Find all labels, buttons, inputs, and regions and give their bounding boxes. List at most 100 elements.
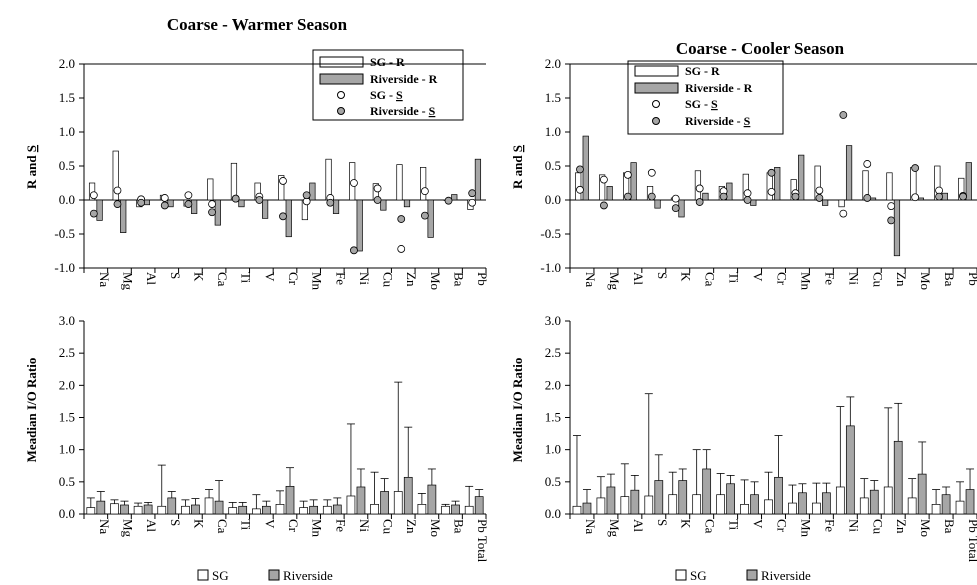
x-category-label: Fe (333, 272, 348, 285)
x-category-label: Ti (727, 519, 742, 530)
bar (955, 500, 965, 515)
x-category-label: Fe (822, 272, 837, 285)
bar (356, 486, 366, 515)
x-category-label: Mo (428, 519, 443, 537)
ylabel-warm-io: Meadian I/O Ratio (24, 358, 39, 463)
x-category-label: Na (583, 519, 598, 534)
bar (427, 199, 434, 238)
point (959, 192, 967, 201)
x-category-label: Ti (239, 272, 254, 283)
x-category-label: Pb Total (475, 519, 490, 563)
point (420, 211, 429, 220)
y-tick-label: 2.5 (545, 345, 561, 360)
y-tick-label: 0.0 (545, 192, 561, 207)
y-tick-label: 1.0 (545, 124, 561, 139)
bar (346, 495, 356, 515)
y-tick-label: 1.5 (545, 90, 561, 105)
y-tick-label: 1.0 (59, 442, 75, 457)
y-tick-label: 2.0 (545, 56, 561, 71)
point (935, 192, 943, 201)
chart-cool_io: 3.0 2.5 2.0 1.5 1.0 0.5 0.0 Na Mg Al S K Ca Ti V Cr Mn Fe… (545, 313, 977, 563)
bar (214, 500, 224, 515)
legend-warm: SG - R Riverside - R SG - S Riverside - … (312, 49, 464, 121)
bar (893, 440, 903, 515)
bar (181, 505, 190, 515)
chart-warm_io: 3.0 2.5 2.0 1.5 1.0 0.5 0.0 Na Mg Al S K Ca Ti V Cr Mn Fe… (59, 313, 490, 563)
bar (167, 497, 177, 515)
bar (420, 167, 427, 201)
bar (133, 505, 143, 515)
point (623, 192, 632, 201)
point (887, 216, 896, 225)
x-category-label: Cu (381, 519, 396, 535)
point (184, 191, 193, 200)
bar (931, 504, 941, 515)
x-category-label: Cr (775, 272, 790, 286)
point (279, 212, 287, 221)
point (184, 200, 193, 208)
y-tick-label: -0.5 (54, 226, 75, 241)
bar (822, 492, 831, 515)
point (468, 189, 477, 198)
bar (859, 497, 869, 515)
point (815, 186, 824, 195)
bar (238, 505, 248, 515)
bar (668, 494, 678, 515)
bar (582, 502, 592, 515)
bar (309, 182, 316, 201)
x-category-label: S (655, 272, 670, 279)
bar (207, 178, 214, 201)
legend-label-sg-io: SG (212, 568, 229, 583)
x-category-label: S (655, 519, 670, 526)
y-tick-label: 1.5 (59, 410, 75, 425)
point (695, 198, 704, 206)
x-category-label: Ba (942, 272, 957, 287)
x-category-label: Al (631, 272, 646, 285)
bar (230, 162, 238, 201)
x-category-label: Mn (310, 272, 325, 291)
point (887, 202, 896, 211)
x-category-label: Pb (475, 272, 490, 286)
bar (441, 505, 450, 515)
plots: 2.0 1.5 1.0 0.5 0.0 -0.5 -1.0 Na Mg Al S K Ca Ti V Cr Mn… (54, 56, 977, 563)
y-tick-label: 0.0 (59, 506, 75, 521)
bar (869, 489, 879, 515)
x-category-label: Zn (894, 272, 909, 287)
x-category-label: Ba (942, 519, 957, 534)
x-category-label: Cu (870, 519, 885, 535)
point (647, 192, 656, 201)
bar (845, 145, 853, 201)
bar (474, 158, 482, 201)
x-category-label: Mo (428, 272, 443, 290)
point (89, 191, 98, 200)
x-category-label: Ni (357, 519, 372, 532)
bar (702, 468, 712, 515)
y-tick-label: 1.0 (59, 124, 75, 139)
x-category-label: Cr (286, 272, 301, 286)
point (911, 164, 920, 172)
y-tick-label: 1.0 (545, 442, 561, 457)
legend-swatch-sg-io-cool (675, 569, 687, 581)
point (231, 194, 240, 203)
bar (620, 496, 630, 515)
bar (886, 172, 893, 201)
point (350, 179, 358, 187)
x-category-label: Fe (822, 519, 837, 532)
bar (766, 172, 773, 201)
bar (252, 508, 261, 515)
legend-bottom-cool: SG Riverside (675, 568, 811, 583)
x-category-label: Al (631, 519, 646, 532)
x-category-label: Al (144, 272, 159, 285)
bar (238, 199, 245, 208)
y-tick-label: 3.0 (59, 313, 75, 328)
chart-title-cool: Coarse - Cooler Season (676, 39, 845, 58)
point (576, 165, 584, 174)
bar (285, 485, 295, 515)
bar (838, 199, 845, 208)
bar (702, 192, 709, 201)
bar (599, 174, 606, 201)
bar (606, 486, 616, 515)
point (444, 196, 453, 205)
